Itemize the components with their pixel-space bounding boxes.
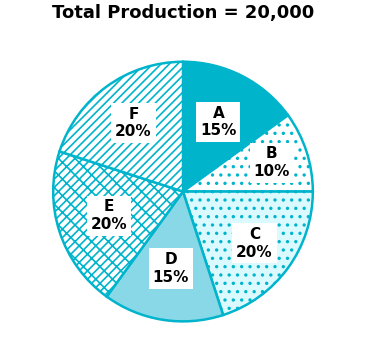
Text: E
20%: E 20% [91, 199, 127, 232]
Wedge shape [60, 62, 183, 192]
Title: Total Production = 20,000: Total Production = 20,000 [52, 4, 314, 22]
Text: F
20%: F 20% [115, 107, 152, 140]
Text: D
15%: D 15% [153, 252, 189, 285]
Text: A
15%: A 15% [200, 106, 236, 138]
Wedge shape [183, 192, 313, 315]
Wedge shape [183, 115, 313, 192]
Wedge shape [183, 62, 288, 192]
Text: C
20%: C 20% [236, 227, 273, 260]
Text: B
10%: B 10% [254, 146, 290, 179]
Wedge shape [107, 192, 223, 321]
Wedge shape [53, 151, 183, 296]
